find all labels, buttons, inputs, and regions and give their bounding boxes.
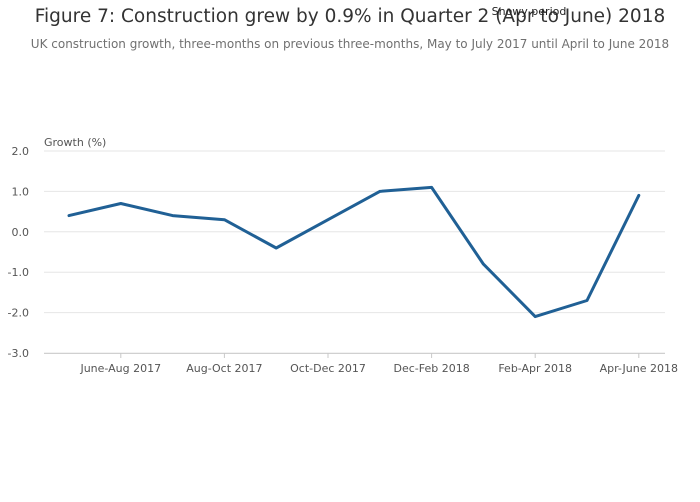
y-tick-label: 1.0	[12, 185, 30, 198]
y-tick-label: 2.0	[12, 145, 30, 158]
data-point	[430, 186, 433, 189]
x-tick-label: Apr-June 2018	[600, 362, 678, 375]
data-point	[378, 190, 381, 193]
x-tick-label: Aug-Oct 2017	[186, 362, 262, 375]
data-point	[67, 214, 71, 217]
chart-title: Figure 7: Construction grew by 0.9% in Q…	[34, 6, 666, 27]
data-point	[585, 299, 589, 302]
data-point	[482, 262, 485, 266]
y-tick-label: -3.0	[8, 347, 29, 360]
data-point	[223, 218, 226, 221]
series-layer	[67, 185, 641, 319]
x-tick-label: Oct-Dec 2017	[290, 362, 366, 375]
data-point	[326, 218, 330, 221]
data-point	[171, 214, 174, 217]
gridlines	[44, 150, 665, 354]
data-point	[275, 246, 278, 250]
chart-subtitle: UK construction growth, three-months on …	[30, 37, 670, 51]
x-tick-label: Feb-Apr 2018	[498, 362, 572, 375]
y-tick-label: -2.0	[8, 307, 29, 320]
y-axis-label: Growth (%)	[44, 136, 106, 149]
x-tick-label: June-Aug 2017	[79, 362, 161, 375]
axes: 2.0 1.0 0.0 -1.0 -2.0 -3.0 June-Aug 2017 Aug-Oc…	[8, 145, 678, 375]
y-tick-label: 0.0	[12, 226, 30, 239]
annotation-snowy-period: Snowy period	[492, 5, 567, 18]
series-line	[67, 185, 641, 319]
data-point	[637, 194, 640, 197]
x-tick-label: Dec-Feb 2018	[393, 362, 469, 375]
y-tick-label: -1.0	[8, 266, 29, 279]
data-point	[534, 315, 537, 318]
data-point	[119, 202, 123, 205]
